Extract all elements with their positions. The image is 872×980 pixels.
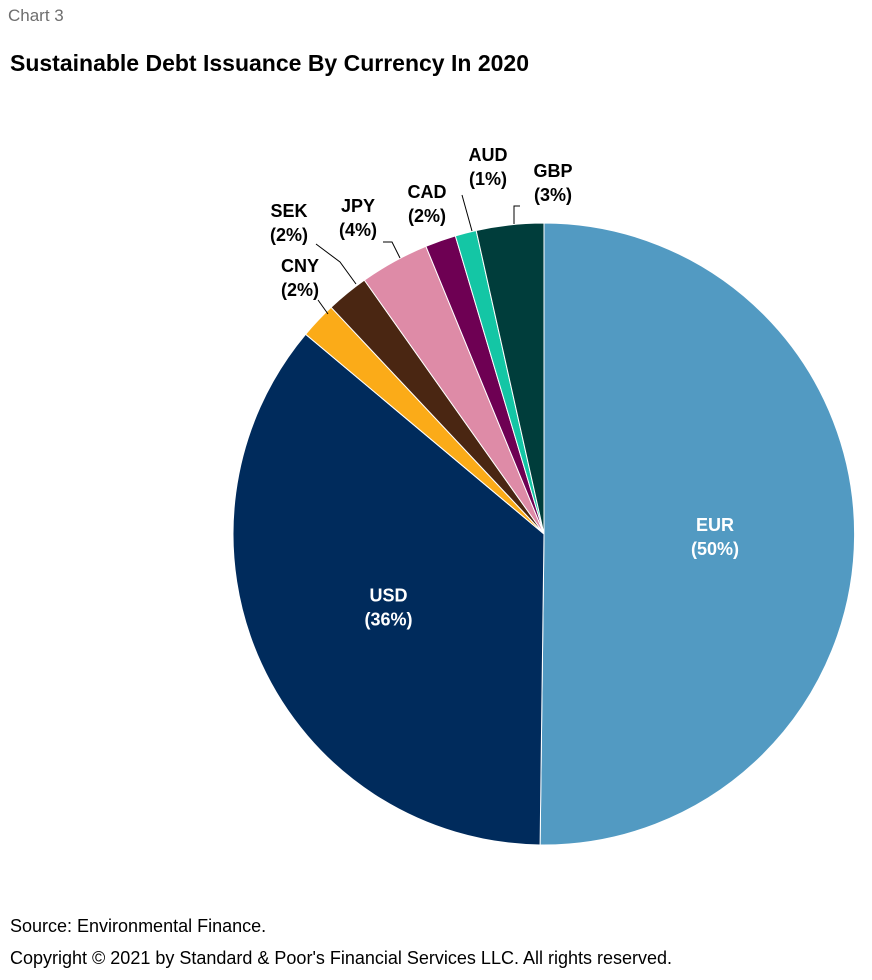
slice-percent-cad: (2%)	[408, 206, 446, 226]
slice-percent-gbp: (3%)	[534, 185, 572, 205]
slice-percent-eur: (50%)	[691, 539, 739, 559]
leader-line-gbp	[513, 205, 520, 224]
slice-percent-cny: (2%)	[281, 280, 319, 300]
slice-percent-jpy: (4%)	[339, 220, 377, 240]
slice-percent-sek: (2%)	[270, 225, 308, 245]
pie-slice-gbp	[475, 222, 545, 535]
chart-title: Sustainable Debt Issuance By Currency In…	[10, 50, 529, 76]
slice-name-cny: CNY	[281, 256, 319, 276]
pie-slice-usd	[232, 333, 545, 846]
leader-line-cny	[317, 299, 329, 315]
slice-percent-usd: (36%)	[365, 609, 413, 629]
chart-number: Chart 3	[8, 6, 64, 25]
slice-name-cad: CAD	[408, 182, 447, 202]
leader-line-jpy	[383, 241, 401, 259]
slice-name-eur: EUR	[696, 515, 734, 535]
copyright-note: Copyright © 2021 by Standard & Poor's Fi…	[10, 948, 673, 968]
slice-percent-aud: (1%)	[469, 169, 507, 189]
leader-line-sek	[315, 243, 357, 285]
slice-name-usd: USD	[370, 585, 408, 605]
slice-name-sek: SEK	[270, 201, 307, 221]
slice-name-aud: AUD	[469, 145, 508, 165]
pie-slice-eur	[539, 222, 856, 846]
source-note: Source: Environmental Finance.	[10, 916, 267, 936]
leader-line-aud	[461, 194, 473, 232]
slice-name-gbp: GBP	[533, 161, 572, 181]
slice-name-jpy: JPY	[341, 196, 375, 216]
